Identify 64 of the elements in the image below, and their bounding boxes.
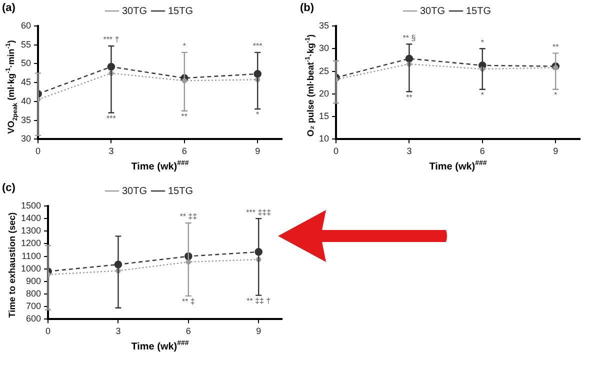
y-tick-label: 30 xyxy=(20,134,32,144)
y-tick-label: 700 xyxy=(26,301,42,312)
x-tick-label: 9 xyxy=(553,146,558,156)
annotation: * xyxy=(256,110,260,120)
x-axis-title: Time (wk)$^{###}$ xyxy=(130,340,190,352)
x-tick-label: 6 xyxy=(480,146,485,156)
annotation: ** xyxy=(406,92,412,102)
x-tick-label: 3 xyxy=(406,146,412,156)
y-tick-label: 1300 xyxy=(20,226,42,236)
annotation: ** ‡ xyxy=(182,297,195,306)
y-tick-label: 1000 xyxy=(20,263,42,274)
y-tick-label: 1100 xyxy=(22,250,42,261)
annotation: ** ‡‡ † xyxy=(246,296,271,306)
legend-label: 15TG xyxy=(466,6,492,17)
annotation: ** § xyxy=(402,33,416,42)
y-tick-label: 60 xyxy=(20,20,32,30)
y-tick-label: 25 xyxy=(318,66,330,76)
y-tick-label: 55 xyxy=(20,39,32,50)
y-tick-label: 1200 xyxy=(20,238,42,248)
annotation: * xyxy=(554,90,558,100)
y-tick-label: 15 xyxy=(318,111,330,122)
legend-label: 30TG xyxy=(122,6,148,17)
x-tick-label: 3 xyxy=(108,146,114,156)
legend-label: 15TG xyxy=(168,6,194,17)
x-tick-label: 9 xyxy=(256,326,262,336)
y-tick-label: 20 xyxy=(318,88,330,98)
annotation: *** xyxy=(106,114,116,123)
annotation: * xyxy=(480,38,484,47)
annotation: *** xyxy=(252,42,262,51)
y-tick-label: 35 xyxy=(318,20,330,30)
y-tick-label: 50 xyxy=(20,58,32,68)
y-tick-label: 600 xyxy=(26,314,42,324)
legend-label: 15TG xyxy=(168,186,194,197)
y-tick-label: 1500 xyxy=(20,200,42,210)
y-tick-label: 1400 xyxy=(20,213,42,224)
annotation: ** ‡‡ xyxy=(180,212,198,222)
annotation: ** xyxy=(181,112,188,122)
legend-label: 30TG xyxy=(420,6,446,17)
y-tick-label: 35 xyxy=(20,114,32,125)
x-axis-title: Time (wk)$^{###}$ xyxy=(130,160,190,172)
y-tick-label: 10 xyxy=(318,134,330,144)
chart-title: (c) xyxy=(2,182,16,194)
x-tick-label: 0 xyxy=(46,326,51,336)
annotation: * xyxy=(182,42,186,51)
annotation: ** xyxy=(552,42,559,52)
x-tick-label: 9 xyxy=(255,146,260,156)
chart-title: (b) xyxy=(300,2,314,14)
y-tick-label: 30 xyxy=(318,43,330,54)
annotation: *** † xyxy=(103,35,120,44)
y-tick-label: 800 xyxy=(26,288,42,299)
legend-label: 30TG xyxy=(122,186,148,197)
y-tick-label: 40 xyxy=(20,96,32,106)
annotation: * xyxy=(480,90,484,100)
chart-title: (a) xyxy=(2,2,16,14)
x-tick-label: 0 xyxy=(334,146,339,156)
x-tick-label: 6 xyxy=(186,326,191,336)
y-axis-title: Time to exhaustion (sec) xyxy=(7,212,17,318)
y-tick-label: 45 xyxy=(20,77,32,88)
annotation: *** ‡‡‡ xyxy=(246,208,272,217)
x-tick-label: 3 xyxy=(116,326,121,336)
y-tick-label: 900 xyxy=(26,276,42,286)
x-tick-label: 6 xyxy=(182,146,187,156)
x-tick-label: 0 xyxy=(36,146,41,156)
x-axis-title: Time (wk)$^{###}$ xyxy=(428,160,488,172)
